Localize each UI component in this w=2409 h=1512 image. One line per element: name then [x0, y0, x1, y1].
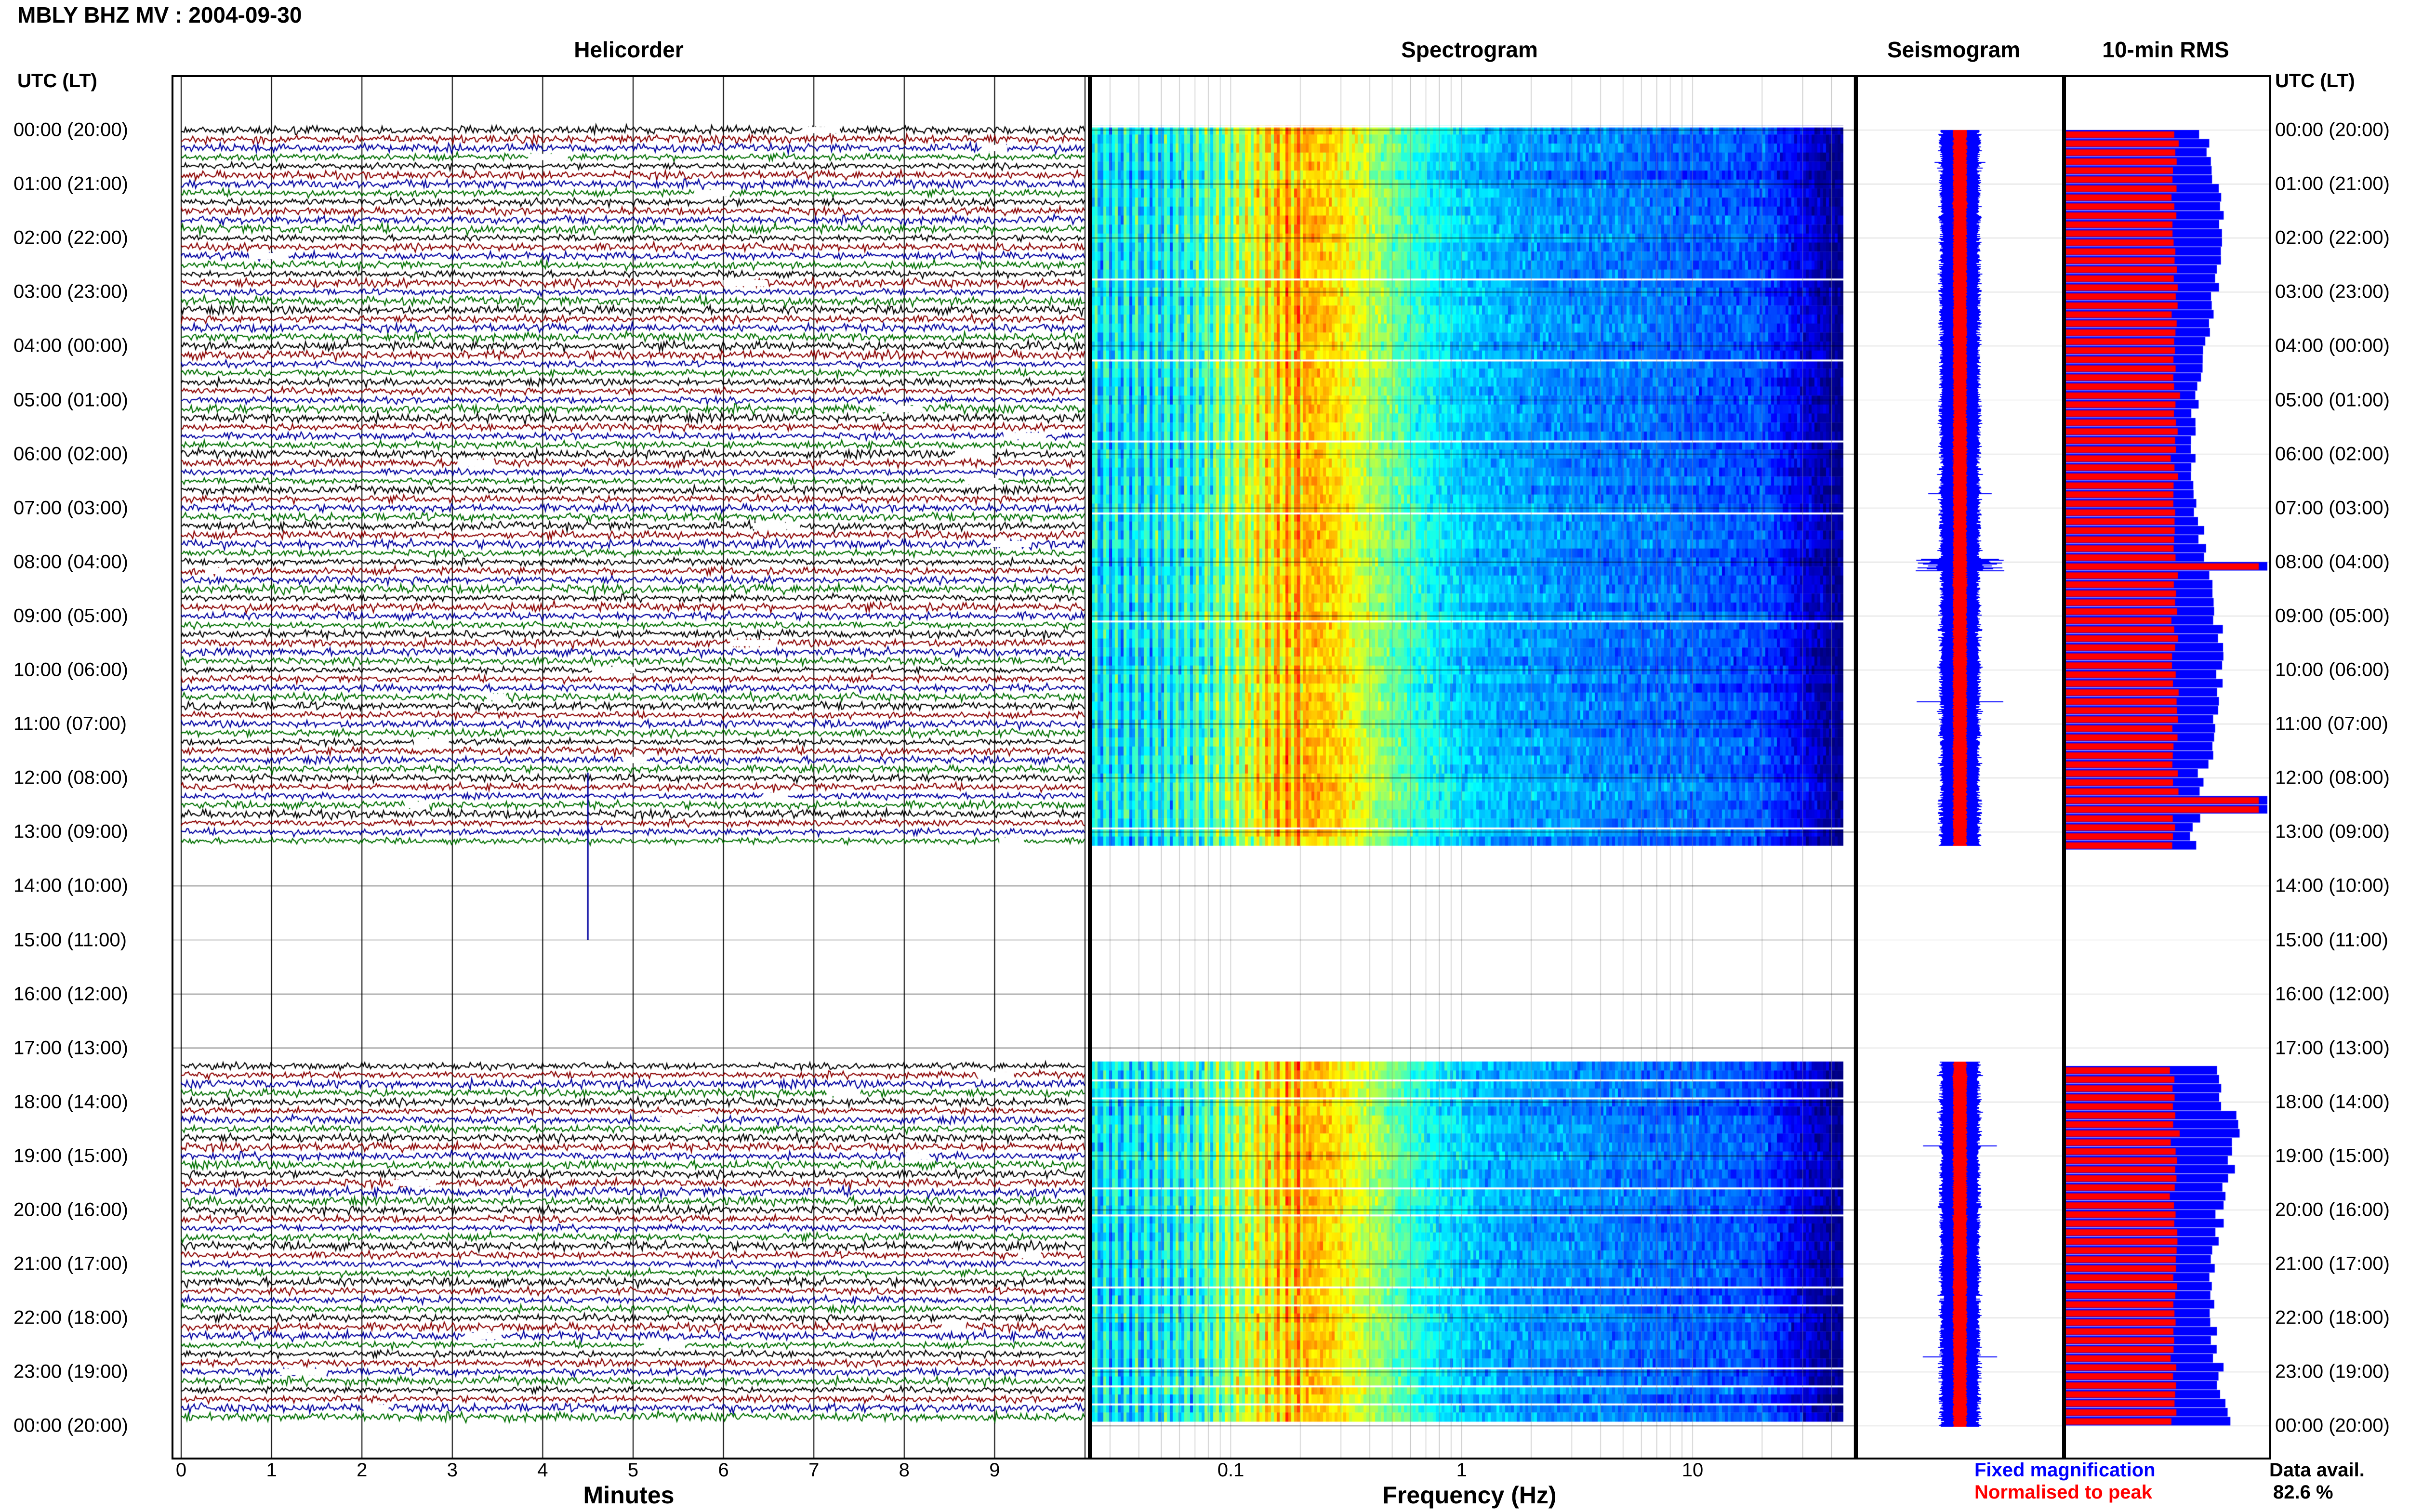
minute-tick-label: 6: [718, 1459, 729, 1481]
time-label-right: 00:00 (20:00): [2275, 1415, 2390, 1436]
time-label-left: 16:00 (12:00): [13, 983, 128, 1005]
time-label-right: 07:00 (03:00): [2275, 497, 2390, 519]
time-label-right: 15:00 (11:00): [2275, 929, 2388, 950]
minute-tick-label: 8: [899, 1459, 910, 1481]
time-label-right: 19:00 (15:00): [2275, 1145, 2390, 1167]
time-label-right: 13:00 (09:00): [2275, 821, 2390, 842]
time-label-right: 04:00 (00:00): [2275, 335, 2390, 356]
seismogram-trace: [1858, 77, 2062, 1458]
time-label-right: 23:00 (19:00): [2275, 1361, 2390, 1382]
time-label-left: 21:00 (17:00): [13, 1253, 128, 1275]
time-label-right: 01:00 (21:00): [2275, 173, 2390, 195]
legend-fixed-magnification: Fixed magnification: [1974, 1459, 2156, 1481]
time-label-left: 07:00 (03:00): [13, 497, 128, 519]
minute-tick-label: 3: [447, 1459, 458, 1481]
rms-panel: [2064, 75, 2271, 1459]
minute-tick-label: 5: [627, 1459, 639, 1481]
time-label-right: 21:00 (17:00): [2275, 1253, 2390, 1275]
time-label-left: 01:00 (21:00): [13, 173, 128, 195]
time-label-left: 22:00 (18:00): [13, 1307, 128, 1328]
time-label-right: 16:00 (12:00): [2275, 983, 2390, 1005]
time-label-left: 14:00 (10:00): [13, 875, 128, 896]
time-label-right: 02:00 (22:00): [2275, 227, 2390, 249]
frequency-axis-title: Frequency (Hz): [1382, 1482, 1557, 1509]
time-label-right: 12:00 (08:00): [2275, 767, 2390, 789]
time-label-right: 11:00 (07:00): [2275, 713, 2388, 735]
time-label-left: 17:00 (13:00): [13, 1037, 128, 1059]
time-label-left: 08:00 (04:00): [13, 551, 128, 573]
minute-tick-label: 7: [808, 1459, 820, 1481]
time-label-left: 02:00 (22:00): [13, 227, 128, 249]
helicorder-title: Helicorder: [574, 37, 684, 62]
time-label-right: 05:00 (01:00): [2275, 389, 2390, 410]
time-label-left: 12:00 (08:00): [13, 767, 128, 789]
time-label-left: 11:00 (07:00): [13, 713, 127, 735]
time-label-left: 06:00 (02:00): [13, 443, 128, 465]
time-label-right: 03:00 (23:00): [2275, 281, 2390, 302]
minute-tick-label: 4: [537, 1459, 548, 1481]
helicorder-panel: [172, 75, 1090, 1459]
time-label-left: 15:00 (11:00): [13, 929, 127, 950]
spectrogram-panel: [1090, 75, 1856, 1459]
time-label-left: 04:00 (00:00): [13, 335, 128, 356]
frequency-tick-label: 1: [1456, 1459, 1467, 1481]
minute-tick-label: 2: [357, 1459, 368, 1481]
time-label-right: 17:00 (13:00): [2275, 1037, 2390, 1059]
rms-title: 10-min RMS: [2102, 37, 2229, 62]
time-label-right: 00:00 (20:00): [2275, 119, 2390, 141]
spectrogram-image: [1092, 77, 1854, 1458]
frequency-tick-label: 0.1: [1217, 1459, 1244, 1481]
time-label-right: 22:00 (18:00): [2275, 1307, 2390, 1328]
seismogram-title: Seismogram: [1887, 37, 2021, 62]
time-label-left: 05:00 (01:00): [13, 389, 128, 410]
frequency-tick-label: 10: [1681, 1459, 1704, 1481]
time-label-left: 00:00 (20:00): [13, 1415, 128, 1436]
time-label-left: 09:00 (05:00): [13, 605, 128, 627]
utc-right-heading: UTC (LT): [2275, 70, 2355, 92]
time-label-left: 13:00 (09:00): [13, 821, 128, 842]
time-label-left: 18:00 (14:00): [13, 1091, 128, 1113]
time-label-left: 20:00 (16:00): [13, 1199, 128, 1221]
time-label-right: 18:00 (14:00): [2275, 1091, 2390, 1113]
time-label-right: 08:00 (04:00): [2275, 551, 2390, 573]
data-availability-value: 82.6 %: [2273, 1482, 2333, 1503]
spectrogram-title: Spectrogram: [1401, 37, 1538, 62]
time-label-left: 19:00 (15:00): [13, 1145, 128, 1167]
time-label-right: 20:00 (16:00): [2275, 1199, 2390, 1221]
helicorder-traces: [173, 77, 1088, 1458]
rms-bars: [2066, 77, 2269, 1458]
minute-tick-label: 0: [175, 1459, 187, 1481]
minute-tick-label: 9: [989, 1459, 1000, 1481]
legend-normalised-to-peak: Normalised to peak: [1974, 1482, 2153, 1503]
time-label-right: 10:00 (06:00): [2275, 659, 2390, 681]
seismogram-panel: [1856, 75, 2064, 1459]
data-availability-label: Data avail.: [2269, 1459, 2365, 1481]
time-label-right: 14:00 (10:00): [2275, 875, 2390, 896]
utc-left-heading: UTC (LT): [17, 70, 97, 92]
time-label-right: 06:00 (02:00): [2275, 443, 2390, 465]
time-label-left: 23:00 (19:00): [13, 1361, 128, 1382]
time-label-right: 09:00 (05:00): [2275, 605, 2390, 627]
minutes-axis-title: Minutes: [583, 1482, 675, 1509]
page-title: MBLY BHZ MV : 2004-09-30: [17, 2, 302, 27]
time-label-left: 03:00 (23:00): [13, 281, 128, 302]
time-label-left: 00:00 (20:00): [13, 119, 128, 141]
minute-tick-label: 1: [266, 1459, 277, 1481]
time-label-left: 10:00 (06:00): [13, 659, 128, 681]
